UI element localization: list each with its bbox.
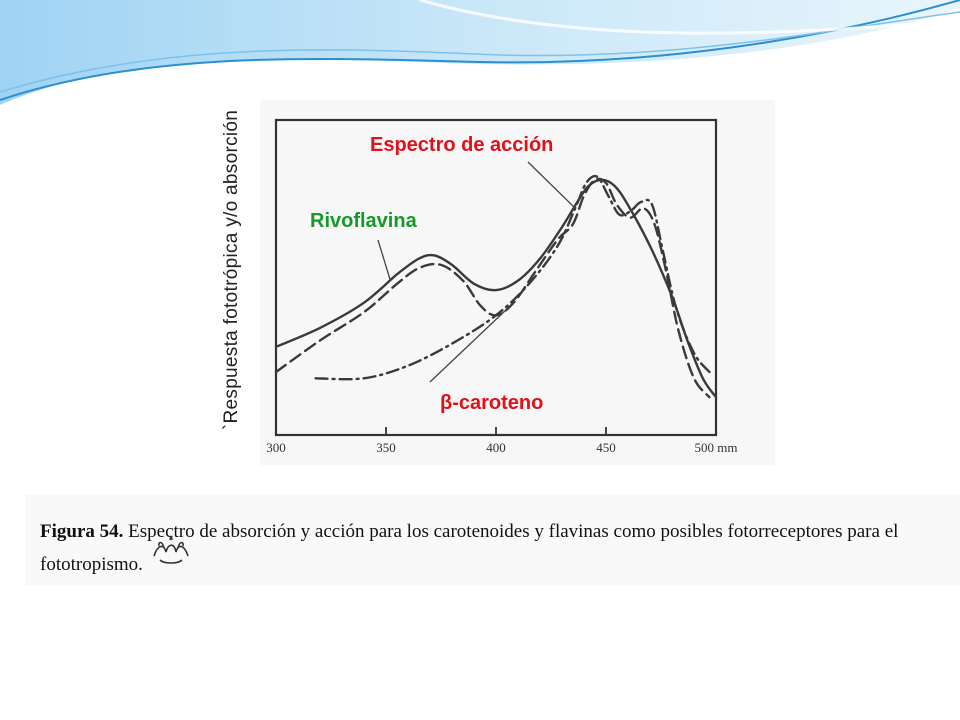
caption-line-1: Figura 54. Espectro de absorción y acció… [40,515,960,548]
annotation-rivoflavina: Rivoflavina [310,210,417,232]
x-tick-label: 400 [486,440,506,455]
chart-panel: 300 350 400 450 500 mm [260,100,775,465]
annotation-pointer-2 [429,308,508,383]
x-tick-label: 450 [596,440,616,455]
annotation-beta-caroteno: β-caroteno [440,392,544,414]
figure-number: Figura 54. [40,521,124,542]
header-swoosh-fill [0,0,960,105]
annotation-pointer-1 [377,239,392,281]
series-line-0 [274,178,718,399]
annotation-espectro-de-accion: Espectro de acción [370,134,554,156]
plot-frame [274,118,718,437]
header-swoosh-line-2 [0,11,960,93]
figure-caption: Figura 54. Espectro de absorción y acció… [40,515,960,581]
caption-text-1: Espectro de absorción y acción para los … [128,521,899,542]
header-swoosh-line-3 [419,0,960,35]
x-tick-label: 300 [266,440,286,455]
decorative-ornament-icon [153,535,189,564]
chart-plot: 300 350 400 450 500 mm [266,118,738,455]
caption-line-2: fototropismo. [40,548,960,581]
x-tick-label: 500 mm [695,440,738,455]
x-tick-label: 350 [376,440,396,455]
series-line-1 [274,177,711,399]
caption-text-2: fototropismo. [40,554,143,575]
annotation-pointer-0 [527,161,576,209]
y-axis-label: `Respuesta fototrópica y/o absorción [221,109,242,431]
series-line-2 [314,174,711,381]
caption-panel [25,495,960,585]
